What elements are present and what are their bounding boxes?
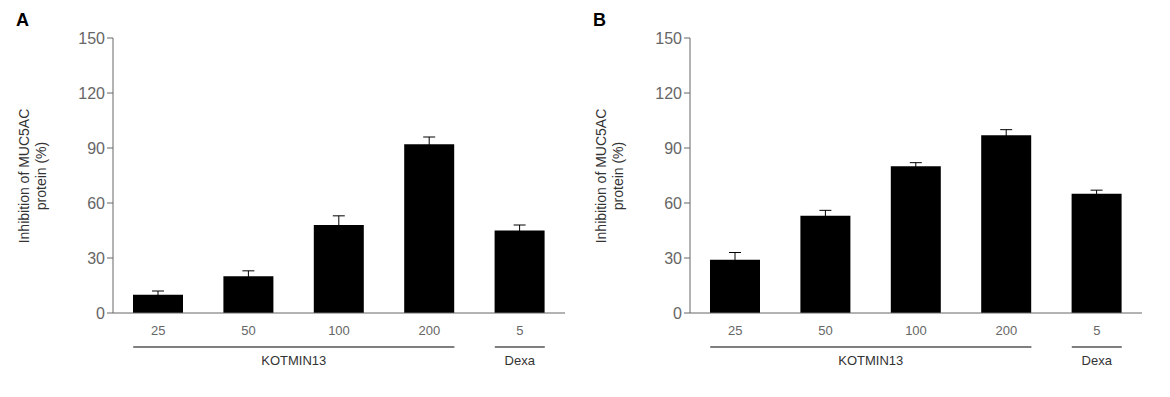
svg-text:90: 90 — [87, 140, 105, 157]
svg-text:90: 90 — [664, 140, 682, 157]
svg-text:120: 120 — [655, 85, 682, 102]
html-text:A: A — [16, 10, 29, 30]
svg-text:150: 150 — [655, 30, 682, 47]
svg-text:Dexa: Dexa — [505, 353, 536, 368]
svg-text:150: 150 — [78, 30, 105, 47]
svg-text:25: 25 — [728, 323, 742, 338]
svg-text:100: 100 — [328, 323, 350, 338]
svg-text:5: 5 — [1093, 323, 1100, 338]
svg-text:120: 120 — [78, 85, 105, 102]
svg-text:50: 50 — [818, 323, 832, 338]
svg-text:Dexa: Dexa — [1082, 353, 1113, 368]
svg-text:0: 0 — [673, 305, 682, 322]
svg-text:60: 60 — [664, 195, 682, 212]
svg-text:25: 25 — [151, 323, 165, 338]
html-text:B: B — [593, 10, 606, 30]
svg-text:200: 200 — [419, 323, 441, 338]
svg-text:50: 50 — [241, 323, 255, 338]
svg-text:KOTMIN13: KOTMIN13 — [261, 353, 326, 368]
svg-text:30: 30 — [87, 250, 105, 267]
html-text:Inhibition of MUC5AC protein (: Inhibition of MUC5AC protein (%) — [593, 108, 626, 243]
svg-text:30: 30 — [664, 250, 682, 267]
svg-text:KOTMIN13: KOTMIN13 — [838, 353, 903, 368]
svg-text:200: 200 — [996, 323, 1018, 338]
svg-text:5: 5 — [516, 323, 523, 338]
svg-text:60: 60 — [87, 195, 105, 212]
html-text:Inhibition of MUC5AC protein (: Inhibition of MUC5AC protein (%) — [16, 108, 49, 243]
svg-text:0: 0 — [96, 305, 105, 322]
svg-text:100: 100 — [905, 323, 927, 338]
